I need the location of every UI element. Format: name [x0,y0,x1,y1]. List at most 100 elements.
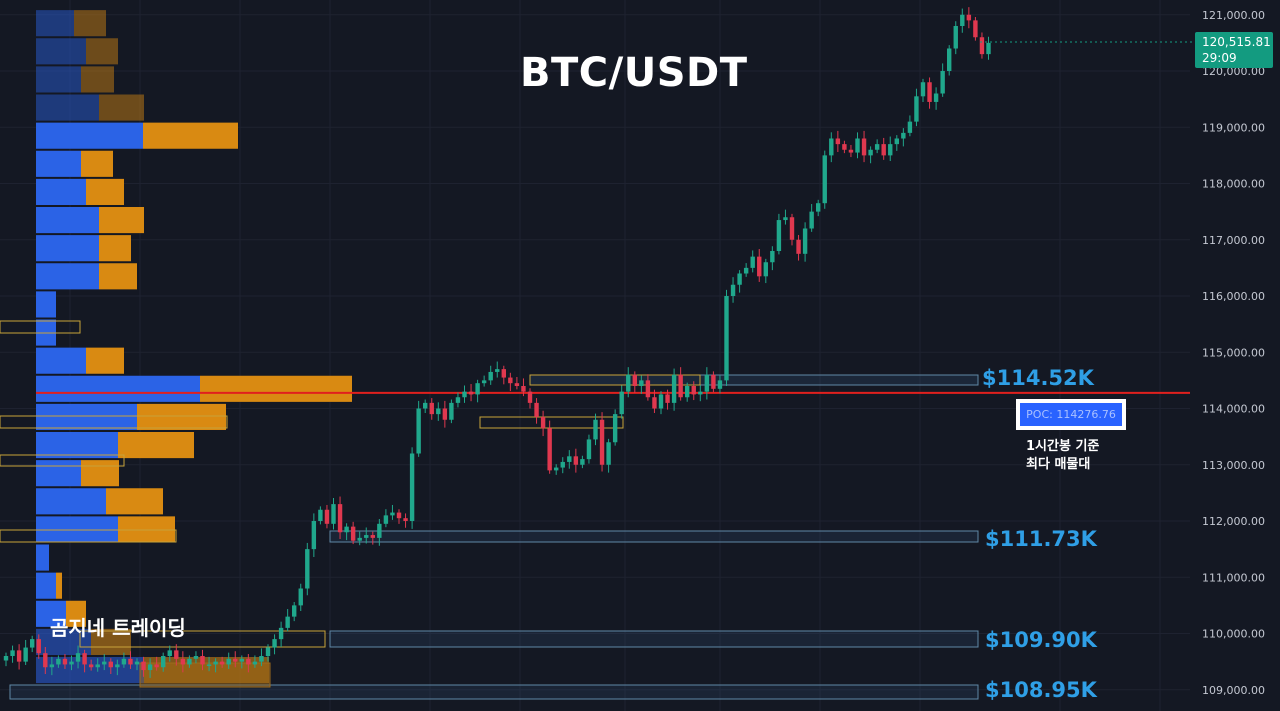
candle-body [639,380,644,386]
volume-profile-sell-bar [86,347,124,374]
candle-body [43,653,48,668]
candle-body [36,639,41,654]
candle-body [645,380,651,398]
volume-profile-buy-bar [36,291,56,318]
candle-body [468,391,474,395]
volume-profile-buy-bar [36,263,99,290]
candle-body [593,419,598,440]
candle-body [940,71,945,94]
volume-profile-buy-bar [36,488,106,515]
volume-profile-buy-bar [36,10,74,37]
candle-body [16,650,22,662]
candle-body [953,26,958,49]
volume-profile-sell-bar [56,572,62,599]
volume-profile-buy-bar [36,178,86,205]
candle-body [265,647,271,656]
poc-annotation: 1시간봉 기준 최다 매물대 [1026,438,1099,474]
level-zone-box-0 [529,374,979,386]
candle-body [488,371,493,381]
price-tick-label: 120,000.00 [1202,65,1265,78]
bar-countdown: 29:09 [1202,51,1237,65]
volume-profile-sell-bar [106,488,163,515]
candle-body [730,284,736,296]
candle-body [331,504,336,524]
candle-body [822,155,827,204]
price-tick-label: 112,000.00 [1202,515,1265,528]
candle-body [671,374,677,403]
volume-profile-sell-bar [99,94,144,121]
candle-body [102,661,107,665]
candle-body [213,661,218,665]
candle-body [174,650,179,659]
price-tick-label: 109,000.00 [1202,684,1265,697]
candle-body [442,408,448,420]
volume-profile-sell-bar [81,66,114,93]
candle-body [233,658,238,662]
candle-body [206,664,212,666]
candle-body [783,217,788,221]
candle-body [501,369,506,378]
volume-profile-buy-bar [36,207,99,234]
volume-profile-buy-bar [36,38,86,65]
candle-body [796,239,801,254]
candle-body [606,442,611,465]
volume-profile-buy-bar [36,150,81,177]
candle-body [540,416,546,429]
candle-body [305,549,310,589]
level-zone-box-2 [479,416,624,429]
candle-body [770,251,775,263]
candle-body [816,203,821,212]
volume-profile-buy-bar [36,66,81,93]
volume-profile-sell-bar [118,516,175,543]
volume-profile-buy-bar [36,460,81,487]
candle-body [128,658,133,665]
value-area-box-0 [0,320,81,334]
volume-profile-sell-bar [86,38,118,65]
volume-profile-sell-bar [99,263,137,290]
price-tick-label: 113,000.00 [1202,459,1265,472]
value-area-box-3 [0,529,177,543]
candle-body [619,391,624,415]
candle-body [757,256,762,277]
candle-body [298,588,303,606]
candle-body [423,402,428,409]
candle-body [973,20,978,38]
candle-body [829,138,834,156]
volume-profile-sell-bar [99,235,131,262]
candle-body [580,459,585,465]
level-label-109.90k: $109.90K [985,628,1097,652]
value-area-box-1 [0,415,228,429]
candle-body [154,664,159,668]
candle-body [874,144,880,150]
candle-body [554,467,559,471]
candle-body [370,535,375,538]
candle-body [49,664,55,668]
candle-body [612,414,618,443]
candle-body [88,664,94,668]
candle-body [62,658,68,665]
candle-body [403,518,408,521]
candle-body [167,650,172,656]
level-zone-box-5 [79,630,326,648]
candle-body [809,211,814,229]
price-tick-label: 117,000.00 [1202,234,1265,247]
candle-body [658,394,664,409]
candle-body [586,439,592,460]
candle-body [842,144,847,150]
candle-body [75,653,81,662]
candle-body [947,48,952,71]
level-zone-box-7 [139,662,271,688]
candle-body [626,374,631,392]
level-label-111.73k: $111.73K [985,527,1097,551]
candle-body [737,273,742,285]
candle-body [10,650,15,656]
volume-profile-buy-bar [36,347,86,374]
volume-profile-sell-bar [137,403,226,430]
candle-body [462,391,467,398]
candle-body [3,656,9,661]
candle-body [652,397,657,409]
candle-body [357,537,362,541]
price-tick-label: 114,000.00 [1202,403,1265,416]
candle-body [894,138,899,145]
